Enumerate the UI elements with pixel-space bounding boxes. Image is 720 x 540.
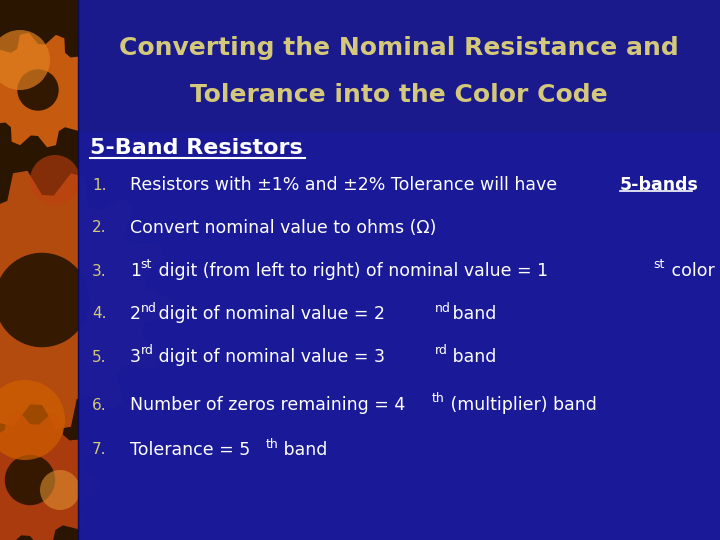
Text: band: band [447,305,497,323]
Text: Number of zeros remaining = 4: Number of zeros remaining = 4 [130,396,405,414]
Text: digit of nominal value = 2: digit of nominal value = 2 [153,305,385,323]
Polygon shape [0,411,100,540]
Text: 5-bands: 5-bands [620,176,698,194]
Text: 7.: 7. [92,442,107,457]
Text: 1: 1 [130,262,141,280]
Text: digit of nominal value = 3: digit of nominal value = 3 [153,348,385,366]
Circle shape [30,155,80,205]
Text: Resistors with ±1% and ±2% Tolerance will have: Resistors with ±1% and ±2% Tolerance wil… [130,176,562,194]
Text: 3: 3 [130,348,141,366]
Text: st: st [653,259,665,272]
Bar [78,132,720,540]
Text: st: st [140,259,152,272]
Text: nd: nd [140,301,156,314]
Text: color band: color band [666,262,720,280]
Text: th: th [266,437,278,450]
Text: Tolerance into the Color Code: Tolerance into the Color Code [190,83,608,107]
Text: nd: nd [434,301,450,314]
Text: Converting the Nominal Resistance and: Converting the Nominal Resistance and [119,36,679,60]
Text: rd: rd [434,345,447,357]
Polygon shape [455,205,720,540]
Bar [0,0,78,540]
Polygon shape [0,171,172,429]
Circle shape [5,455,55,505]
Text: rd: rd [140,345,153,357]
Text: (multiplier) band: (multiplier) band [445,396,597,414]
Text: 3.: 3. [92,264,107,279]
Text: band: band [278,441,328,459]
Text: 5-Band Resistors: 5-Band Resistors [90,138,302,158]
Text: Tolerance = 5: Tolerance = 5 [130,441,251,459]
Text: 6.: 6. [92,397,107,413]
Text: Convert nominal value to ohms (Ω): Convert nominal value to ohms (Ω) [130,219,436,237]
Text: digit (from left to right) of nominal value = 1: digit (from left to right) of nominal va… [153,262,549,280]
Circle shape [0,380,65,460]
Circle shape [40,470,80,510]
Text: 5.: 5. [92,349,107,364]
Circle shape [0,30,50,90]
Polygon shape [0,33,96,147]
Bar [78,0,720,132]
Text: 1.: 1. [92,178,107,192]
Text: band: band [447,348,497,366]
Circle shape [573,323,706,457]
Text: th: th [432,393,445,406]
Circle shape [17,69,59,111]
Circle shape [0,253,89,347]
Text: 2: 2 [130,305,141,323]
Text: 2.: 2. [92,220,107,235]
Text: 4.: 4. [92,307,107,321]
